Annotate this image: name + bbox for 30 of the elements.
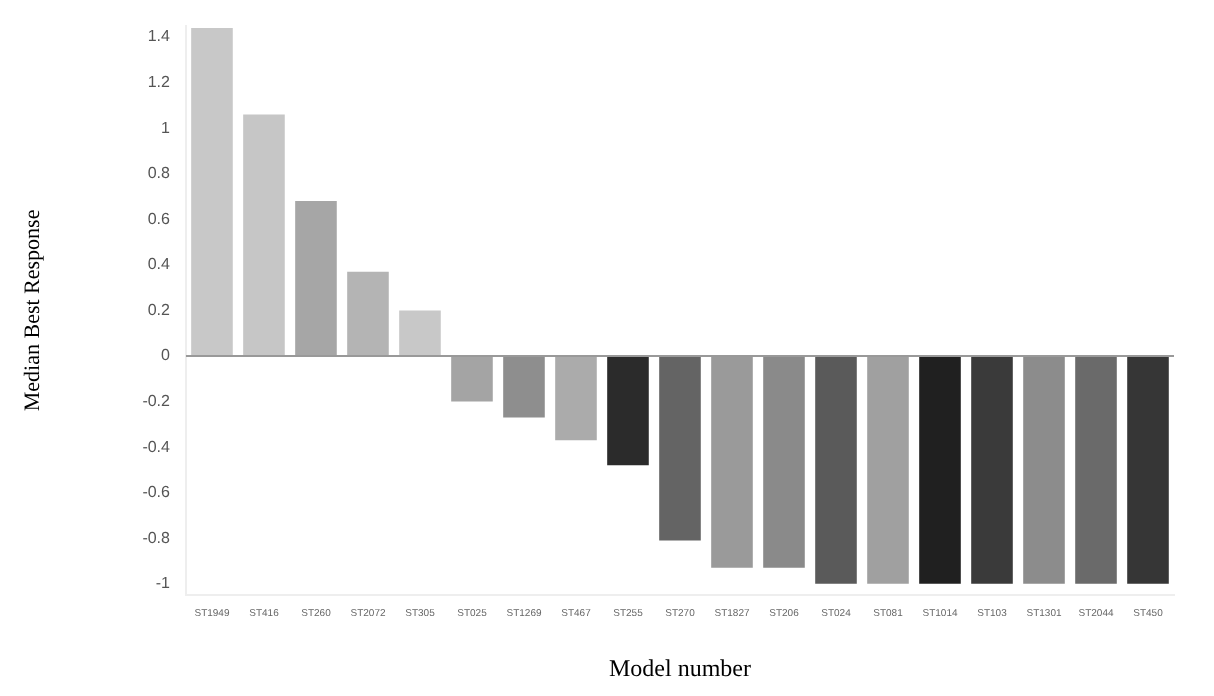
y-tick-label: 0.6 (147, 209, 172, 228)
y-tick-label: 1 (161, 118, 172, 137)
bar (919, 355, 961, 584)
bar (815, 355, 857, 584)
bar (191, 27, 233, 356)
x-axis-title: Model number (608, 653, 751, 682)
bar (347, 271, 389, 356)
y-tick-label: -0.8 (142, 528, 172, 547)
y-tick-label: 0.2 (147, 300, 172, 319)
bar (971, 355, 1013, 584)
bar (1075, 355, 1117, 584)
y-tick-label: 1.4 (147, 27, 172, 46)
y-tick-label: -0.4 (142, 437, 172, 456)
y-tick-label: -0.2 (142, 391, 172, 410)
y-tick-label: 1.2 (147, 72, 172, 91)
bar (243, 114, 285, 356)
bar (659, 355, 701, 541)
bar (399, 310, 441, 356)
y-axis-title: Median Best Response (20, 209, 45, 412)
bar (555, 355, 597, 441)
y-tick-label: 0.4 (147, 255, 172, 274)
y-tick-label: -0.6 (142, 483, 172, 502)
bar (1023, 355, 1065, 584)
bar (295, 201, 337, 356)
y-tick-label: 0 (161, 346, 172, 365)
y-tick-label: 0.8 (147, 164, 172, 183)
bar (763, 355, 805, 568)
bar (1127, 355, 1169, 584)
bar (607, 355, 649, 466)
y-tick-label: -1 (155, 574, 172, 593)
